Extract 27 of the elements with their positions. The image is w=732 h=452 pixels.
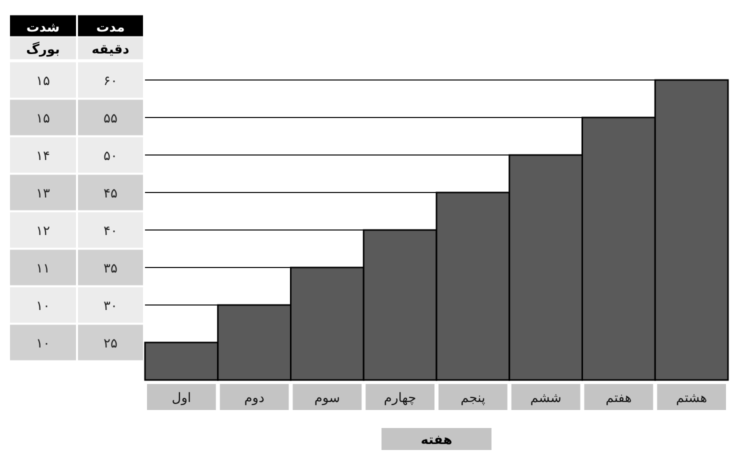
text: ۱۵ bbox=[36, 112, 50, 126]
text: ۱۰ bbox=[36, 336, 50, 352]
x-axis-title: هفته bbox=[420, 433, 452, 448]
x-tick-label: هفتم bbox=[606, 391, 632, 406]
text: شدت بورگ bbox=[26, 20, 60, 58]
y-tick-label: ۲۵ bbox=[104, 336, 118, 352]
y-tick-label: ۵۵ bbox=[104, 112, 118, 126]
x-tick-label: دوم bbox=[244, 391, 265, 406]
y-tick-label: ۵۰ bbox=[104, 149, 118, 164]
text: ۱۴ bbox=[36, 149, 50, 164]
text: ۱۳ bbox=[36, 186, 50, 202]
y-tick-label: ۳۵ bbox=[104, 262, 118, 276]
x-tick-label: ششم bbox=[530, 391, 562, 406]
text: ۱۵ bbox=[36, 74, 50, 89]
x-tick-label: چهارم bbox=[384, 391, 416, 406]
y-axis-title: مدت دقیقه bbox=[92, 20, 130, 58]
y-tick-label: ۶۰ bbox=[104, 74, 118, 89]
x-tick-label: پنجم bbox=[460, 391, 486, 406]
x-tick-label: هشتم bbox=[676, 391, 708, 406]
x-tick-label: اول bbox=[172, 391, 192, 406]
x-tick-label: سوم bbox=[314, 391, 340, 406]
text: ۱۰ bbox=[36, 299, 50, 314]
y-tick-label: ۴۰ bbox=[104, 224, 118, 239]
text: ۱۲ bbox=[36, 224, 50, 239]
text: ۱۱ bbox=[36, 262, 50, 276]
y-tick-label: ۳۰ bbox=[104, 299, 118, 314]
y-tick-label: ۴۵ bbox=[104, 186, 118, 202]
